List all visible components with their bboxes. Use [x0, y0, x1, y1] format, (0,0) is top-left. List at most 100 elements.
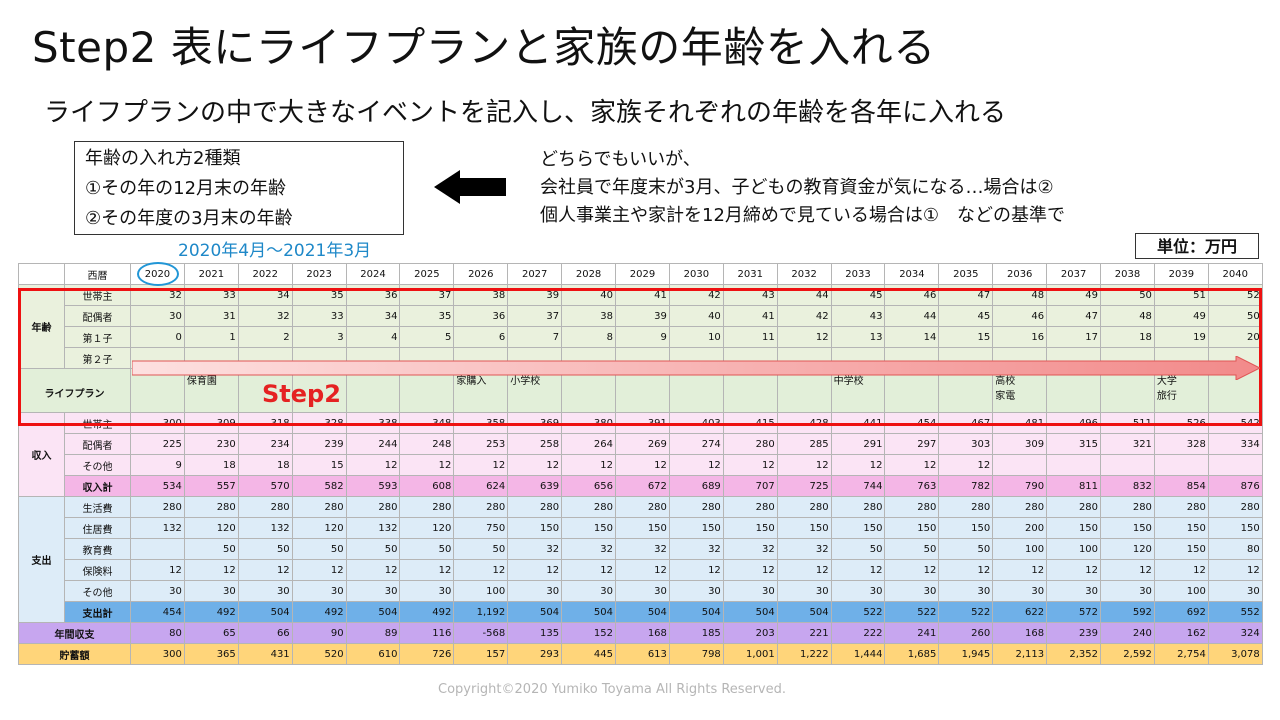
cell-value: 30	[1046, 580, 1102, 602]
cell-value: 225	[130, 433, 185, 455]
year-header: 2025	[399, 263, 455, 285]
total-value: 790	[992, 475, 1048, 497]
cell-value: 726	[399, 643, 455, 665]
cell-value: 12	[722, 559, 778, 581]
cell-value: 293	[507, 643, 563, 665]
cell-value: 51	[1153, 284, 1209, 306]
cell-value: 30	[507, 580, 563, 602]
cell-value: 467	[938, 412, 994, 434]
copyright-watermark: Copyright©2020 Yumiko Toyama All Rights …	[438, 682, 786, 697]
cell-value: 264	[561, 433, 617, 455]
row-label: 第１子	[64, 326, 131, 348]
cell-value: 12	[1100, 559, 1155, 581]
total-value: 522	[884, 601, 940, 623]
cell-value: 750	[453, 517, 509, 539]
cell-value: 258	[507, 433, 563, 455]
cell-value: 12	[722, 454, 778, 476]
cell-value: 244	[345, 433, 401, 455]
cell-value: -568	[453, 622, 509, 644]
header-label: 西暦	[64, 263, 131, 285]
cell-value: 100	[1153, 580, 1209, 602]
cell-value: 3,078	[1207, 643, 1263, 665]
cell-value: 12	[291, 559, 347, 581]
row-label: 配偶者	[64, 433, 131, 455]
cell-value: 496	[1046, 412, 1102, 434]
cell-value: 1,444	[830, 643, 886, 665]
cell-value: 280	[237, 496, 293, 518]
cell-value: 150	[1153, 517, 1209, 539]
cell-value: 30	[130, 580, 185, 602]
cell-value: 610	[345, 643, 401, 665]
cell-value: 150	[507, 517, 563, 539]
life-event-cell: 高校 家電	[992, 368, 1048, 413]
cell-value: 50	[291, 538, 347, 560]
total-value: 811	[1046, 475, 1102, 497]
cell-value: 12	[345, 454, 401, 476]
cell-value: 17	[1046, 326, 1102, 348]
year-header: 2031	[722, 263, 778, 285]
cell-value: 239	[291, 433, 347, 455]
cell-value: 19	[1153, 326, 1209, 348]
life-event-cell	[1046, 368, 1102, 413]
cashflow-table: 西暦 2020 2021 2022 2023 2024 2025 2026 2027 2028 20…	[18, 263, 1263, 665]
cell-value: 280	[1207, 496, 1263, 518]
cell-value: 66	[237, 622, 293, 644]
row-label: 第２子	[64, 347, 131, 369]
cell-value: 0	[130, 326, 185, 348]
cell-value: 30	[776, 580, 832, 602]
cell-value	[453, 347, 509, 369]
cell-value: 47	[938, 284, 994, 306]
age-method-box: 年齢の入れ方2種類 ①その年の12月末の年齢 ②その年度の3月末の年齢	[74, 141, 404, 235]
cell-value: 33	[183, 284, 239, 306]
cell-value: 12	[776, 326, 832, 348]
cell-value: 300	[130, 412, 185, 434]
cell-value: 30	[884, 580, 940, 602]
total-value: 854	[1153, 475, 1209, 497]
cell-value: 32	[237, 305, 293, 327]
cell-value: 30	[1207, 580, 1263, 602]
cell-value: 30	[668, 580, 724, 602]
cell-value: 358	[453, 412, 509, 434]
cell-value: 1	[183, 326, 239, 348]
cell-value: 32	[130, 284, 185, 306]
year-header: 2022	[237, 263, 293, 285]
cell-value: 613	[615, 643, 670, 665]
total-value: 557	[183, 475, 239, 497]
cell-value: 18	[183, 454, 239, 476]
cell-value: 38	[453, 284, 509, 306]
cell-value: 50	[399, 538, 455, 560]
cell-value: 30	[938, 580, 994, 602]
cell-value: 280	[1100, 496, 1155, 518]
explanation-line-1: どちらでもいいが、	[540, 149, 701, 170]
cell-value: 12	[884, 454, 940, 476]
cell-value: 221	[776, 622, 832, 644]
table-row: その他 30 30 30 30 30 30 100 30 30 30 30 30 30 30 30 30 30 30…	[19, 580, 1263, 602]
cell-value: 12	[453, 559, 509, 581]
cell-value: 415	[722, 412, 778, 434]
cell-value: 185	[668, 622, 724, 644]
cell-value: 2,352	[1046, 643, 1102, 665]
cell-value: 30	[722, 580, 778, 602]
cell-value: 150	[1207, 517, 1263, 539]
table-row: 支出 生活費 280 280 280 280 280 280 280 280 280 280 280 28…	[18, 496, 1263, 623]
cell-value: 12	[507, 454, 563, 476]
cell-value: 12	[1153, 559, 1209, 581]
fiscal-period-label: 2020年4月～2021年3月	[178, 241, 372, 261]
cell-value: 31	[183, 305, 239, 327]
cell-value: 280	[507, 496, 563, 518]
cell-value: 168	[992, 622, 1048, 644]
life-plan-row: ライフプラン 保育園 家購入 小学校 中学校 高校 家電 大学 旅行	[18, 368, 1263, 413]
cell-value: 369	[507, 412, 563, 434]
cell-value: 12	[399, 454, 455, 476]
total-value: 454	[130, 601, 185, 623]
cell-value: 132	[237, 517, 293, 539]
cell-value: 120	[399, 517, 455, 539]
total-row: 支出計 454 492 504 492 504 492 1,192 504 504 504 504 50…	[19, 601, 1263, 623]
cell-value: 542	[1207, 412, 1263, 434]
life-event-cell	[722, 368, 778, 413]
cell-value: 120	[291, 517, 347, 539]
cell-value	[722, 347, 778, 369]
cell-value: 40	[561, 284, 617, 306]
total-value: 763	[884, 475, 940, 497]
cell-value: 12	[615, 559, 670, 581]
